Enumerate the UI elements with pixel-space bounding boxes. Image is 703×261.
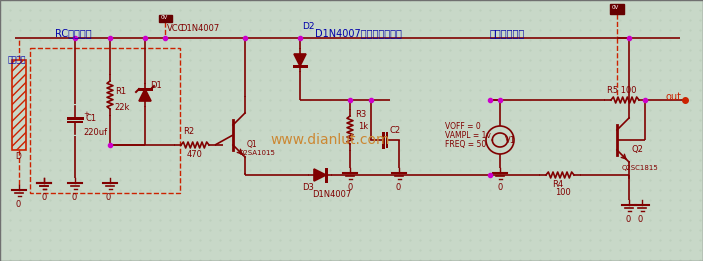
Polygon shape — [139, 89, 151, 101]
Text: D1N4007相当于一个电源: D1N4007相当于一个电源 — [315, 28, 402, 38]
Text: R5 100: R5 100 — [607, 86, 636, 95]
Text: 100: 100 — [555, 188, 571, 197]
Text: C1: C1 — [85, 114, 96, 123]
Text: 0: 0 — [41, 193, 46, 202]
Text: 0: 0 — [72, 193, 77, 202]
Bar — [610, 4, 624, 14]
Text: R2: R2 — [183, 127, 194, 136]
Text: 负载电阻: 负载电阻 — [8, 55, 27, 64]
Text: VAMPL = 1v: VAMPL = 1v — [445, 131, 491, 140]
Text: R1: R1 — [115, 87, 126, 96]
Text: Q2: Q2 — [631, 145, 643, 154]
Text: 470: 470 — [187, 150, 203, 159]
Text: D1N4007: D1N4007 — [180, 24, 219, 33]
Text: 220uf: 220uf — [83, 128, 107, 137]
Text: D3: D3 — [302, 183, 314, 192]
Text: RC延时电路: RC延时电路 — [55, 28, 91, 38]
Text: Q2SC1815: Q2SC1815 — [622, 165, 659, 171]
Polygon shape — [314, 169, 326, 181]
Bar — [30, 48, 180, 193]
Text: 0: 0 — [106, 193, 111, 202]
Text: VCC: VCC — [167, 24, 184, 33]
Text: FREQ = 50: FREQ = 50 — [445, 140, 486, 149]
Text: C2: C2 — [389, 126, 400, 135]
Text: +: + — [83, 111, 89, 117]
Text: Q1: Q1 — [247, 140, 257, 149]
Text: 0: 0 — [347, 183, 352, 192]
Text: 0V: 0V — [161, 15, 168, 20]
Text: out: out — [666, 92, 682, 102]
Text: 0V: 0V — [612, 5, 619, 10]
Text: VOFF = 0: VOFF = 0 — [445, 122, 481, 131]
Text: 模拟音频信号: 模拟音频信号 — [490, 28, 525, 38]
Text: D1N4007: D1N4007 — [312, 190, 352, 199]
Text: 22k: 22k — [114, 103, 129, 112]
Text: D1: D1 — [150, 81, 162, 90]
Text: V1: V1 — [505, 136, 516, 145]
Text: R4: R4 — [552, 180, 563, 189]
Text: R3: R3 — [355, 110, 366, 119]
Polygon shape — [294, 54, 306, 66]
Bar — [159, 15, 172, 22]
Text: 0: 0 — [497, 183, 502, 192]
Text: www.dianlut.com: www.dianlut.com — [270, 133, 389, 147]
Text: Q2SA1015: Q2SA1015 — [239, 150, 276, 156]
Text: D2: D2 — [302, 22, 314, 31]
Text: D: D — [15, 152, 21, 161]
Text: 0: 0 — [625, 215, 631, 224]
Text: 1k: 1k — [358, 122, 368, 131]
Bar — [12, 60, 26, 150]
Text: 0: 0 — [395, 183, 400, 192]
Text: 0: 0 — [15, 200, 20, 209]
Text: 0: 0 — [638, 215, 643, 224]
